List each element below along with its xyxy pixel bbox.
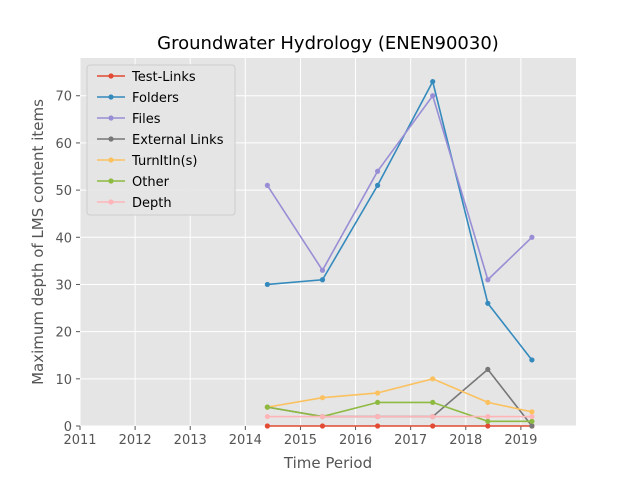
data-point	[485, 418, 491, 424]
data-point	[485, 413, 491, 420]
data-point	[375, 168, 381, 174]
data-point	[485, 277, 491, 283]
x-axis-label: Time Period	[283, 454, 372, 472]
data-point	[430, 399, 436, 406]
data-point	[430, 423, 436, 429]
legend-swatch-marker	[108, 115, 114, 121]
data-point	[264, 281, 270, 288]
legend-swatch-marker	[108, 94, 114, 100]
data-point	[529, 234, 535, 240]
data-point	[485, 423, 491, 429]
y-tick-label: 40	[55, 231, 72, 246]
data-point	[264, 182, 270, 188]
x-tick-label: 2019	[504, 433, 537, 448]
legend-swatch-marker	[108, 136, 114, 142]
data-point	[430, 93, 436, 99]
legend-label: Depth	[132, 196, 172, 211]
data-point	[529, 423, 535, 429]
chart-title: Groundwater Hydrology (ENEN90030)	[157, 33, 499, 54]
data-point	[375, 423, 381, 429]
data-point	[485, 399, 491, 406]
legend-label: Folders	[132, 91, 179, 106]
legend-label: Other	[132, 175, 170, 190]
legend-swatch-marker	[108, 157, 114, 163]
y-tick-label: 20	[55, 326, 72, 341]
legend-box	[86, 64, 236, 216]
data-point	[319, 395, 326, 401]
data-point	[264, 404, 270, 410]
x-tick-label: 2016	[339, 433, 372, 448]
x-tick-label: 2017	[394, 433, 427, 448]
legend-label: Files	[132, 112, 161, 127]
y-tick-label: 30	[55, 278, 72, 293]
data-point	[319, 267, 326, 273]
data-point	[430, 78, 436, 85]
data-point	[529, 357, 535, 363]
data-point	[529, 409, 535, 415]
legend: Test-Links Folders Files External Links Turn…	[86, 64, 236, 216]
data-point	[264, 423, 270, 429]
y-tick-label: 0	[64, 420, 72, 435]
data-point	[529, 413, 535, 420]
y-axis-label: Maximum depth of LMS content items	[29, 99, 47, 385]
data-point	[375, 413, 381, 420]
legend-swatch-marker	[108, 73, 114, 79]
legend-swatch-marker	[108, 199, 114, 205]
data-point	[430, 413, 436, 420]
legend-label: External Links	[132, 133, 224, 148]
data-point	[319, 413, 326, 420]
legend-swatch-marker	[108, 178, 114, 184]
data-point	[529, 418, 535, 424]
legend-label: TurnItIn(s)	[131, 154, 197, 169]
series-line	[266, 93, 533, 282]
data-point	[485, 366, 491, 372]
data-point	[485, 300, 491, 306]
series-line	[267, 377, 533, 413]
y-tick-label: 70	[55, 90, 72, 105]
x-tick-label: 2013	[174, 433, 207, 448]
data-point	[375, 399, 381, 406]
x-tick-label: 2015	[284, 433, 317, 448]
y-tick-label: 50	[55, 184, 72, 199]
data-point	[319, 277, 326, 283]
y-tick-label: 60	[55, 137, 72, 152]
x-tick-label: 2014	[229, 433, 262, 448]
data-point	[264, 413, 270, 420]
x-tick-label: 2012	[119, 433, 152, 448]
data-point	[430, 376, 436, 382]
x-tick-label: 2011	[63, 433, 96, 448]
y-tick-label: 10	[55, 373, 72, 388]
axis-ticks: 2011 2012 2013 2014 2015 2016 2017 2018 2019 0 10 2…	[55, 90, 537, 448]
data-point	[319, 423, 326, 429]
legend-label: Test-Links	[131, 70, 196, 85]
data-point	[375, 182, 381, 188]
series-line	[267, 401, 532, 423]
x-tick-label: 2018	[449, 433, 482, 448]
series-layer	[264, 78, 535, 429]
data-point	[375, 390, 381, 396]
